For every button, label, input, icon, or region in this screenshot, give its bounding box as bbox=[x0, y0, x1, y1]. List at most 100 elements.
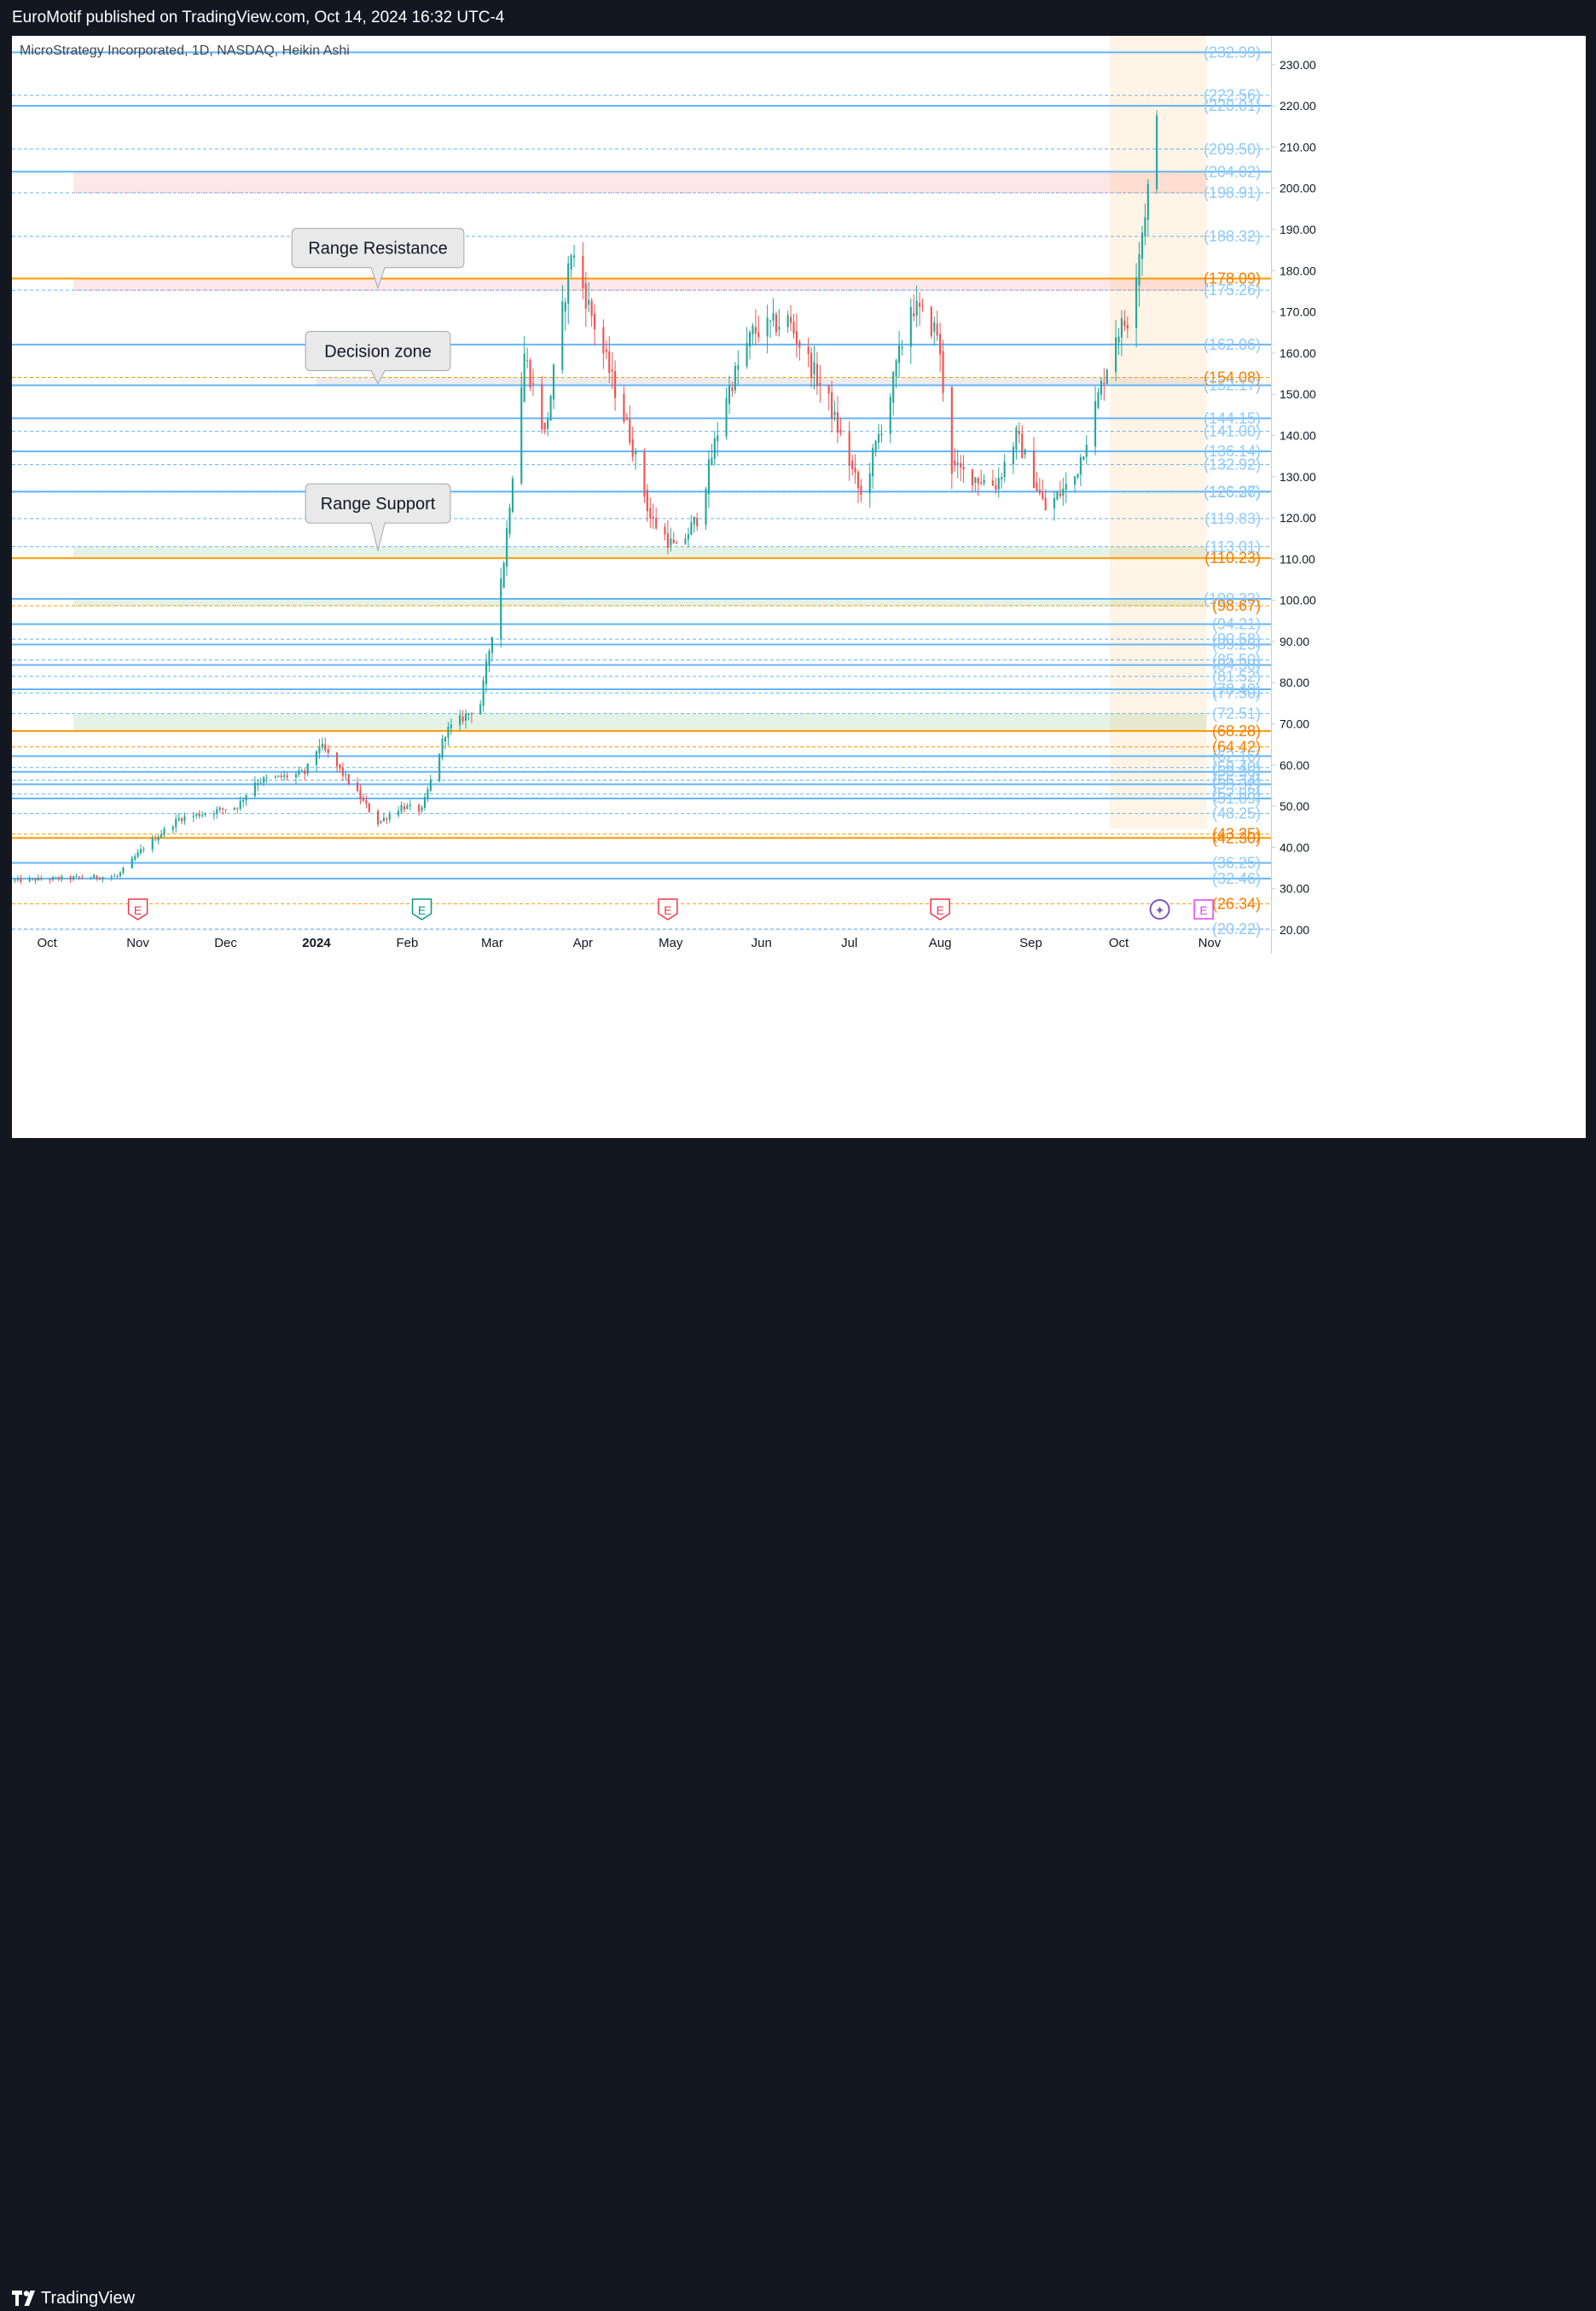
event-label: ✦ bbox=[1155, 903, 1165, 917]
level-price-label: (141.00) bbox=[1204, 423, 1261, 440]
candle-body bbox=[713, 438, 716, 459]
candle-body bbox=[977, 478, 979, 484]
candle-body bbox=[102, 877, 104, 880]
event-marker-earnings-red[interactable]: E bbox=[658, 898, 678, 920]
level-price-label: (144.15) bbox=[1204, 409, 1261, 427]
chart-panel[interactable]: Range Resistance Decision zone Range Suppo… bbox=[12, 36, 1586, 1138]
x-tick-label: Apr bbox=[573, 936, 593, 950]
candle-body bbox=[359, 789, 362, 800]
candle-body bbox=[306, 763, 309, 774]
event-label: E bbox=[1199, 903, 1207, 917]
event-marker-earnings-pink[interactable]: E bbox=[1193, 899, 1214, 920]
candle-body bbox=[684, 538, 687, 544]
y-tick-label: 160.00 bbox=[1280, 346, 1316, 360]
candle-body bbox=[666, 533, 669, 548]
level-price-label: (220.01) bbox=[1204, 97, 1261, 114]
candle-body bbox=[1015, 427, 1018, 450]
level-price-label: (154.08) bbox=[1204, 369, 1261, 386]
candle-body bbox=[789, 316, 792, 323]
candle-body bbox=[643, 451, 646, 497]
level-price-label: (58.36) bbox=[1212, 764, 1261, 781]
level-price-label: (136.14) bbox=[1204, 443, 1261, 460]
x-axis: Oct Nov Dec 2024 Feb Mar Apr May Jun Jul Aug Sep Oct… bbox=[12, 929, 1271, 950]
candle-body bbox=[1135, 277, 1138, 328]
candle-body bbox=[142, 849, 145, 851]
candle-body bbox=[265, 777, 268, 779]
y-tick-label: 230.00 bbox=[1280, 58, 1316, 72]
level-price-label: (56.34) bbox=[1212, 771, 1261, 788]
tradingview-brand[interactable]: TradingView bbox=[41, 2289, 136, 2308]
candle-body bbox=[687, 534, 689, 540]
candle-body bbox=[20, 878, 22, 882]
callout-1: Decision zone bbox=[305, 330, 451, 385]
candle-body bbox=[1144, 217, 1146, 237]
candle-body bbox=[564, 302, 566, 312]
candle-body bbox=[795, 331, 798, 344]
candle-body bbox=[274, 776, 276, 778]
candle-body bbox=[259, 782, 262, 784]
candle-body bbox=[131, 857, 133, 868]
y-tick-label: 150.00 bbox=[1280, 387, 1316, 401]
candle-body bbox=[427, 789, 429, 799]
candle-body bbox=[298, 770, 300, 775]
x-tick-label: Dec bbox=[214, 936, 237, 950]
tradingview-logo-icon[interactable] bbox=[12, 2288, 39, 2308]
candle-body bbox=[1115, 337, 1117, 372]
event-label: E bbox=[936, 903, 943, 917]
candle-body bbox=[693, 516, 695, 525]
event-marker-earnings-green[interactable]: E bbox=[411, 898, 432, 920]
candle-body bbox=[933, 322, 936, 332]
candle-body bbox=[339, 764, 341, 769]
candle-body bbox=[69, 876, 72, 880]
event-marker-earnings-red[interactable]: E bbox=[127, 898, 148, 920]
candle-body bbox=[136, 851, 139, 857]
callout-text: Decision zone bbox=[324, 342, 432, 361]
candle-body bbox=[1138, 254, 1140, 286]
candle-body bbox=[997, 478, 1000, 490]
candle-body bbox=[819, 382, 821, 386]
candle-body bbox=[362, 798, 364, 801]
candle-body bbox=[854, 467, 856, 473]
candle-body bbox=[40, 878, 43, 880]
y-tick-label: 90.00 bbox=[1280, 635, 1309, 648]
level-price-label: (132.92) bbox=[1204, 456, 1261, 473]
candle-body bbox=[368, 803, 370, 813]
candle-body bbox=[1012, 447, 1014, 465]
event-marker-earnings-red[interactable]: E bbox=[930, 898, 950, 920]
level-price-label: (51.89) bbox=[1212, 790, 1261, 807]
candle-body bbox=[631, 438, 634, 457]
candle-body bbox=[748, 332, 752, 347]
candle-body bbox=[746, 343, 748, 366]
candle-body bbox=[78, 876, 81, 878]
candle-body bbox=[119, 872, 122, 876]
event-marker-dividend-purple[interactable]: ✦ bbox=[1149, 899, 1170, 920]
candle-body bbox=[752, 325, 754, 334]
level-price-label: (42.30) bbox=[1212, 829, 1261, 846]
candle-body bbox=[570, 255, 572, 270]
candle-body bbox=[204, 814, 206, 816]
candle-body bbox=[836, 412, 839, 433]
candle-body bbox=[181, 818, 183, 822]
level-price-label: (59.40) bbox=[1212, 759, 1261, 776]
candle-body bbox=[614, 370, 617, 398]
candle-body bbox=[506, 528, 508, 567]
candle-body bbox=[956, 462, 959, 465]
candle-body bbox=[335, 752, 339, 767]
candle-body bbox=[877, 433, 880, 443]
candle-body bbox=[523, 353, 525, 402]
candle-body bbox=[930, 306, 932, 336]
candle-body bbox=[1059, 493, 1061, 496]
candle-body bbox=[831, 392, 833, 420]
y-tick-label: 70.00 bbox=[1280, 717, 1309, 731]
candle-body bbox=[991, 480, 994, 486]
candle-body bbox=[154, 839, 157, 841]
x-tick-label: Feb bbox=[396, 936, 418, 950]
candle-body bbox=[1036, 482, 1038, 491]
candle-body bbox=[175, 818, 177, 827]
candlestick-chart[interactable]: Range Resistance Decision zone Range Suppo… bbox=[12, 36, 1586, 1138]
level-price-label: (90.58) bbox=[1212, 630, 1261, 647]
level-price-label: (232.99) bbox=[1204, 44, 1261, 61]
candle-body bbox=[403, 806, 406, 810]
level-price-label: (152.17) bbox=[1204, 377, 1261, 394]
candle-body bbox=[775, 314, 777, 333]
